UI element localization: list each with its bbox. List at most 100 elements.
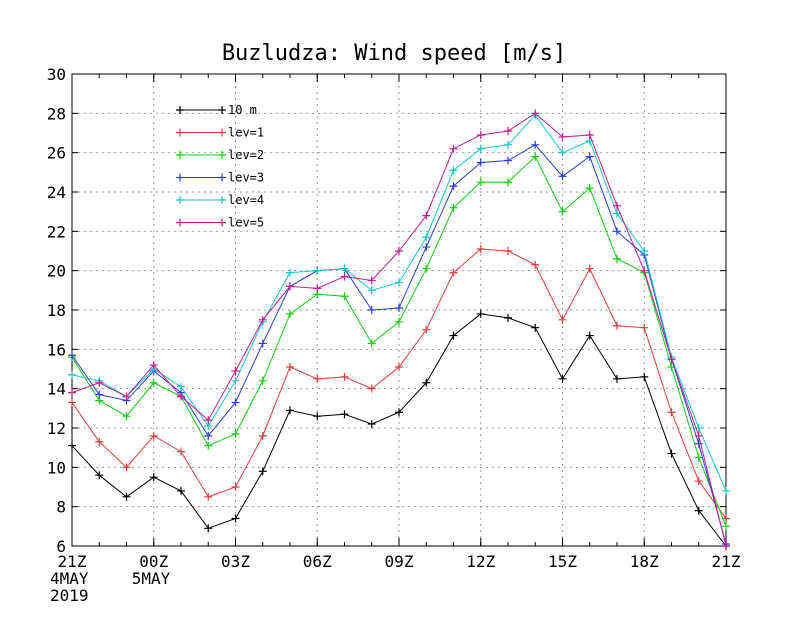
x-tick-label: 21Z [58,552,87,571]
legend-marker [176,128,184,137]
legend-marker [176,106,184,114]
legend-marker [218,196,226,204]
data-point [313,266,322,275]
data-point [585,331,594,340]
data-point [231,514,240,523]
data-point [122,463,131,472]
y-tick-label: 16 [47,340,66,359]
data-point [340,372,349,381]
data-point [95,378,104,387]
data-point [68,441,76,450]
data-point [504,178,512,187]
data-point [476,178,485,187]
data-point [558,315,567,324]
data-point [585,184,594,193]
data-point [422,211,431,220]
data-point [286,268,294,277]
data-point [367,420,376,429]
data-point [204,431,213,440]
data-point [531,323,540,332]
data-point [613,201,621,210]
y-tick-label: 10 [47,458,66,477]
legend: 10 m lev=1 lev=2 lev=3 lev=4 lev=5 [176,103,264,230]
data-point [258,339,267,348]
legend-label: lev=4 [228,193,264,207]
data-point [177,392,185,401]
legend-marker [176,151,184,159]
legend-marker [218,218,226,227]
legend-entry: 10 m [176,103,257,117]
data-point [422,243,431,252]
data-point [340,292,349,301]
data-point [340,264,349,273]
data-point [367,286,376,295]
data-point [504,140,512,149]
data-point [476,309,485,318]
series-lev-5 [68,109,730,550]
data-point [286,406,294,415]
legend-marker [218,128,226,137]
data-point [449,268,458,277]
legend-entry: lev=3 [176,171,264,185]
x-tick-label: 03Z [221,552,250,571]
data-point [694,439,703,448]
data-point [476,130,485,139]
x-tick-label: 00Z [139,552,168,571]
data-point [340,272,349,281]
data-point [476,144,485,153]
data-point [395,408,403,417]
y-tick-label: 20 [47,262,66,281]
y-tick-label: 18 [47,301,66,320]
data-point [449,203,458,212]
data-point [286,309,294,318]
data-point [177,447,185,456]
y-tick-label: 8 [56,498,66,517]
data-point [667,355,676,364]
legend-entry: lev=2 [176,148,264,162]
data-point [395,304,403,313]
data-point [367,306,376,314]
legend-label: lev=2 [228,148,264,162]
series-lev-2 [68,152,730,531]
data-point [558,148,567,157]
data-point [204,524,213,533]
data-point [367,339,376,348]
data-point [558,172,567,181]
data-point [258,431,267,440]
y-tick-label: 28 [47,104,66,123]
data-point [395,247,403,255]
data-point [95,437,104,446]
legend-marker [218,106,226,114]
x-tick-label: 18Z [630,552,659,571]
data-point [504,313,512,322]
data-point [313,374,322,383]
legend-label: 10 m [228,103,257,117]
data-point [177,382,185,391]
y-tick-label: 24 [47,183,66,202]
data-point [231,429,240,438]
x-tick-label: 12Z [466,552,495,571]
data-point [476,158,485,167]
data-point [558,207,567,216]
data-point [613,374,621,383]
x-tick-label: 06Z [303,552,332,571]
data-point [422,264,431,273]
data-point [122,392,131,401]
data-point [585,152,594,161]
data-point [68,388,76,397]
data-point [613,227,621,236]
data-point [231,366,240,375]
data-point [640,266,649,275]
x-tick-label: 2019 [50,586,89,605]
x-tick-label: 4MAY [50,569,89,588]
data-point [531,109,540,118]
data-point [204,492,213,501]
data-point [68,351,76,360]
data-point [68,370,76,379]
series-layer [68,109,730,550]
data-point [204,441,213,450]
legend-entry: lev=5 [176,216,264,230]
legend-label: lev=3 [228,171,264,185]
